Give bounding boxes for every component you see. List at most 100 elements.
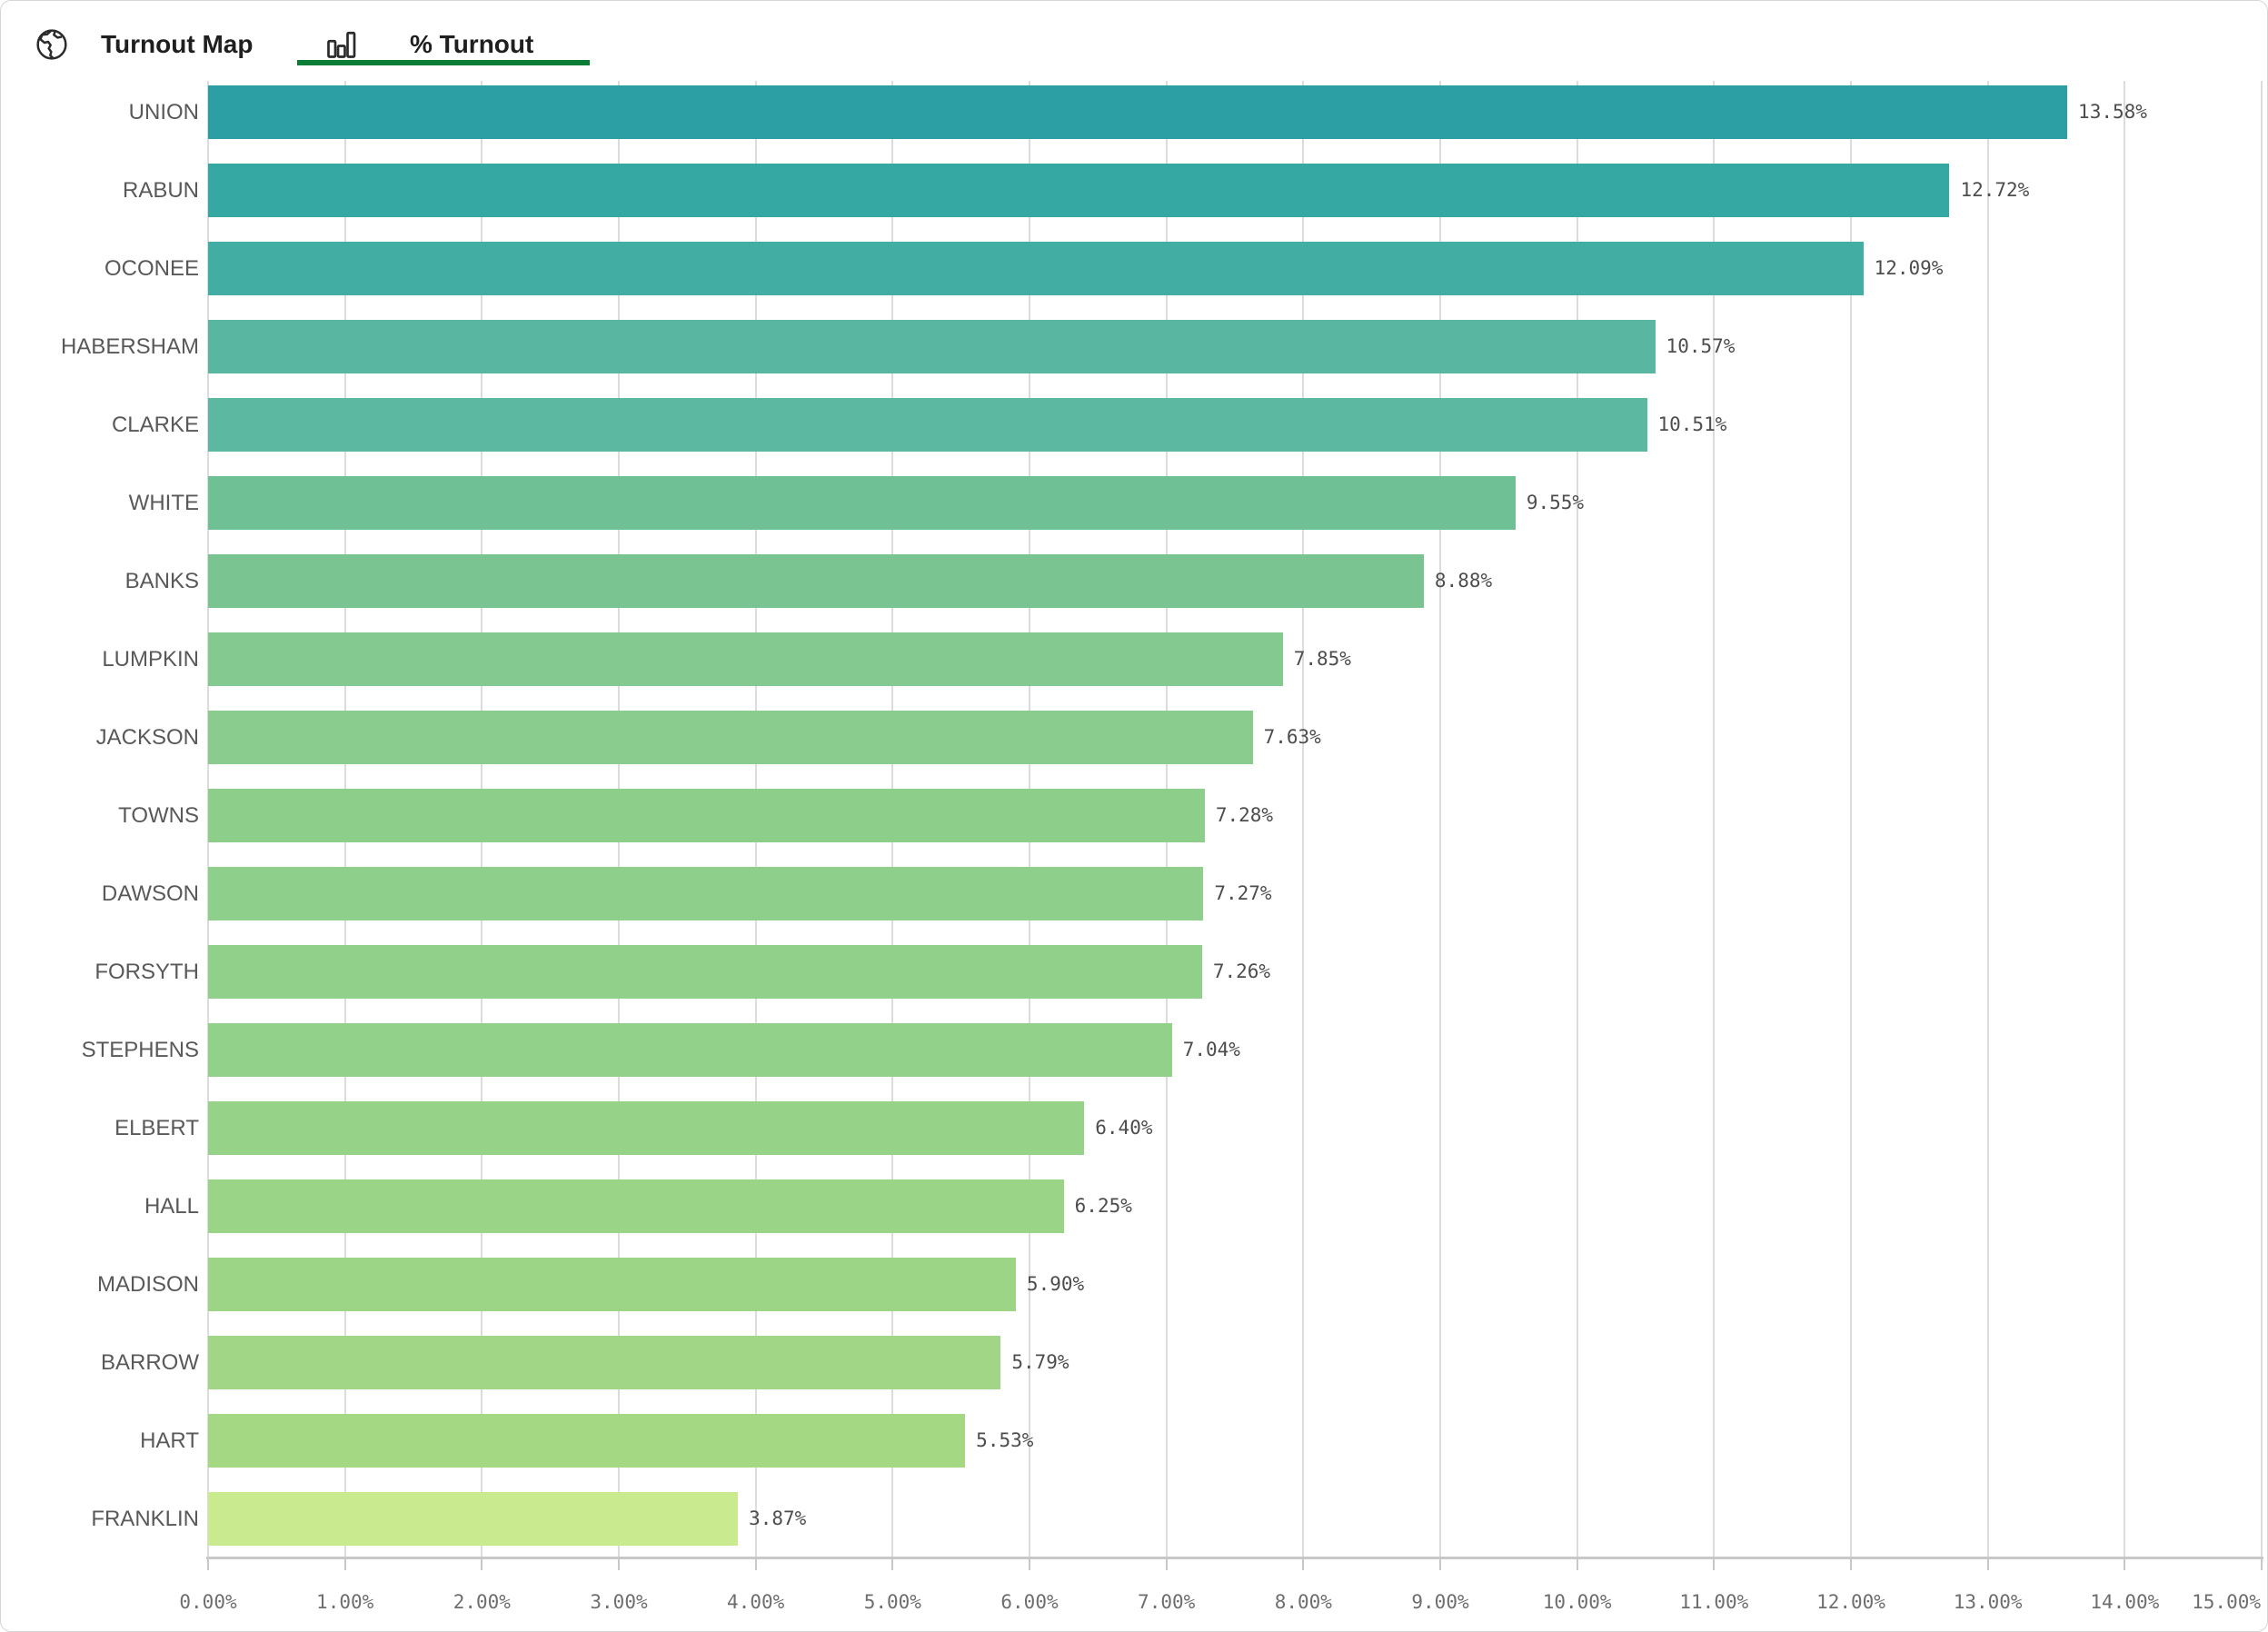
x-axis-tick-label: 6.00%: [1000, 1591, 1059, 1613]
value-label: 13.58%: [2078, 101, 2147, 123]
x-axis-tick: [1713, 1557, 1716, 1570]
bar-barrow[interactable]: [208, 1336, 1001, 1389]
category-label: HALL: [144, 1194, 199, 1219]
bar-habersham[interactable]: [208, 320, 1656, 373]
x-axis-tick-label: 9.00%: [1411, 1591, 1469, 1613]
category-label: MADISON: [96, 1272, 199, 1297]
tab-turnout-map[interactable]: Turnout Map: [19, 19, 253, 70]
gridline: [1986, 81, 1989, 1557]
value-label: 5.79%: [1011, 1351, 1069, 1373]
x-axis-tick: [1576, 1557, 1578, 1570]
x-axis-tick: [891, 1557, 894, 1570]
bar-forsyth[interactable]: [208, 945, 1202, 999]
bar-madison[interactable]: [208, 1258, 1016, 1311]
category-label: HABERSHAM: [60, 334, 199, 359]
bar-white[interactable]: [208, 476, 1516, 530]
x-axis-line: [206, 1557, 2263, 1559]
active-tab-underline: [297, 60, 590, 65]
x-axis-tick: [481, 1557, 483, 1570]
gridline: [2124, 81, 2126, 1557]
category-label: TOWNS: [118, 803, 199, 828]
x-axis-tick: [618, 1557, 620, 1570]
x-axis-tick-label: 8.00%: [1274, 1591, 1332, 1613]
value-label: 10.57%: [1666, 335, 1736, 357]
value-label: 7.63%: [1263, 726, 1321, 748]
globe-icon: [34, 26, 70, 63]
category-label: CLARKE: [111, 413, 199, 437]
bar-oconee[interactable]: [208, 242, 1864, 295]
value-label: 8.88%: [1434, 570, 1493, 592]
bar-hart[interactable]: [208, 1414, 966, 1468]
bar-towns[interactable]: [208, 789, 1205, 842]
category-label: BARROW: [101, 1350, 199, 1375]
category-label: OCONEE: [104, 256, 199, 281]
bar-lumpkin[interactable]: [208, 632, 1283, 686]
x-axis-tick: [754, 1557, 757, 1570]
bar-dawson[interactable]: [208, 867, 1204, 920]
x-axis-tick: [2261, 1557, 2263, 1570]
x-axis-tick: [1165, 1557, 1168, 1570]
x-axis-tick: [1029, 1557, 1030, 1570]
x-axis-tick-label: 12.00%: [1816, 1591, 1885, 1613]
bar-banks[interactable]: [208, 554, 1424, 608]
category-label: BANKS: [124, 569, 199, 593]
category-label: FORSYTH: [94, 960, 199, 984]
gridline: [2261, 81, 2263, 1557]
x-axis-tick-label: 15.00%: [2192, 1591, 2261, 1613]
value-label: 7.26%: [1212, 960, 1271, 982]
category-label: ELBERT: [114, 1116, 199, 1140]
bar-rabun[interactable]: [208, 164, 1950, 217]
x-axis-tick-label: 10.00%: [1542, 1591, 1612, 1613]
tab-turnout-map-label: Turnout Map: [101, 30, 254, 58]
category-label: UNION: [128, 100, 199, 124]
x-axis-tick-label: 3.00%: [590, 1591, 648, 1613]
x-axis-tick: [1302, 1557, 1305, 1570]
x-axis-tick-label: 2.00%: [453, 1591, 511, 1613]
value-label: 5.90%: [1026, 1273, 1085, 1295]
value-label: 6.40%: [1095, 1117, 1153, 1139]
gridline: [1576, 81, 1578, 1557]
category-label: FRANKLIN: [91, 1507, 199, 1531]
category-label: HART: [140, 1428, 199, 1453]
value-label: 7.28%: [1215, 804, 1274, 826]
bar-hall[interactable]: [208, 1179, 1064, 1233]
gridline: [1302, 81, 1305, 1557]
value-label: 7.27%: [1214, 882, 1272, 904]
bar-jackson[interactable]: [208, 711, 1253, 764]
bar-stephens[interactable]: [208, 1023, 1172, 1077]
x-axis-tick-label: 5.00%: [863, 1591, 921, 1613]
x-axis-tick-label: 7.00%: [1138, 1591, 1196, 1613]
value-label: 7.04%: [1182, 1039, 1240, 1060]
x-axis-tick-label: 14.00%: [2090, 1591, 2160, 1613]
value-label: 5.53%: [976, 1429, 1034, 1451]
x-axis-tick: [2124, 1557, 2126, 1570]
bar-union[interactable]: [208, 85, 2068, 139]
x-axis-tick-label: 11.00%: [1679, 1591, 1749, 1613]
tab-percent-turnout-label: % Turnout: [410, 30, 534, 58]
bar-clarke[interactable]: [208, 398, 1647, 452]
category-label: RABUN: [122, 178, 199, 203]
category-label: WHITE: [128, 491, 199, 515]
bar-franklin[interactable]: [208, 1492, 739, 1546]
x-axis-tick: [343, 1557, 346, 1570]
bar-chart-icon: [324, 26, 357, 63]
x-axis-tick-label: 1.00%: [316, 1591, 374, 1613]
value-label: 3.87%: [749, 1508, 807, 1529]
bar-elbert[interactable]: [208, 1101, 1085, 1155]
value-label: 6.25%: [1074, 1195, 1132, 1217]
gridline: [1439, 81, 1441, 1557]
tab-percent-turnout[interactable]: % Turnout: [297, 19, 590, 70]
category-label: LUMPKIN: [102, 647, 199, 672]
x-axis-tick: [207, 1557, 209, 1570]
x-axis-tick-label: 13.00%: [1953, 1591, 2023, 1613]
value-label: 12.09%: [1874, 257, 1944, 279]
x-axis-tick: [1986, 1557, 1989, 1570]
category-label: JACKSON: [95, 725, 199, 750]
category-label: STEPHENS: [81, 1038, 199, 1062]
category-label: DAWSON: [101, 881, 199, 906]
gridline: [1713, 81, 1716, 1557]
x-axis-tick-label: 0.00%: [179, 1591, 237, 1613]
value-label: 9.55%: [1526, 492, 1585, 513]
